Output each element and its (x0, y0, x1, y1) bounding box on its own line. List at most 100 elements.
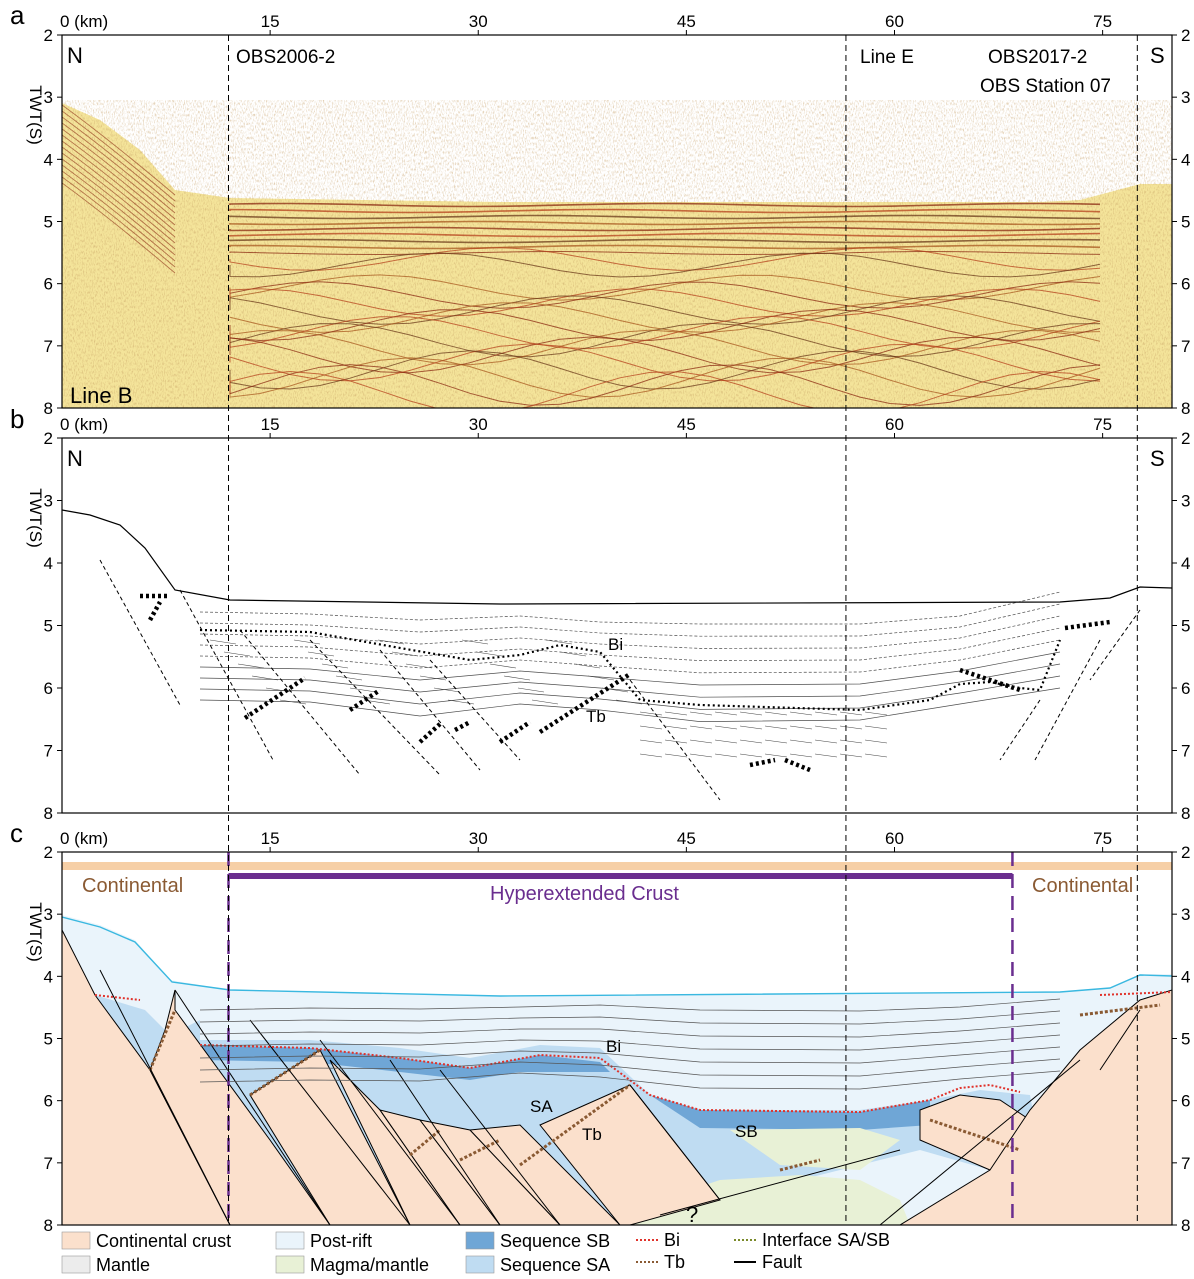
ref-label-obs2017: OBS2017-2 (988, 47, 1087, 68)
continental-left-label: Continental (82, 875, 183, 897)
x-tick-label: 45 (677, 12, 696, 31)
sediment-hatch (739, 753, 763, 758)
panel-a-letter: a (10, 0, 25, 30)
post-rift-reflector (199, 1058, 1061, 1077)
x-tick-label: 45 (677, 415, 696, 434)
seismic-reflector (229, 252, 1101, 278)
interpreted-reflector (199, 687, 1061, 722)
post-rift-reflector (199, 998, 1061, 1012)
y-tick-label-right: 4 (1181, 967, 1190, 986)
sediment-hatch (293, 639, 321, 645)
seismic-reflector (229, 214, 1101, 220)
sediment-hatch (864, 753, 888, 758)
seismic-reflector (229, 208, 1101, 214)
y-tick-label-left: 2 (44, 843, 53, 862)
y-tick-label-right: 3 (1181, 492, 1190, 511)
legend-label: Mantle (96, 1255, 150, 1275)
panel-b-faults (99, 559, 1141, 801)
seismic-reflector (229, 220, 1101, 226)
post-rift-reflector (199, 1034, 1061, 1051)
seismic-reflector (229, 308, 1101, 342)
sediment-hatch (664, 725, 688, 730)
panel-c-question-mark: ? (686, 1202, 698, 1227)
ref-label-station07: OBS Station 07 (980, 76, 1111, 97)
y-tick-label-left: 4 (44, 967, 53, 986)
seismic-reflector (229, 301, 1101, 333)
y-tick-label-left: 8 (44, 804, 53, 823)
x-tick-label: 75 (1093, 415, 1112, 434)
sediment-hatch (739, 739, 763, 744)
panel-c-tb-lines (148, 1003, 1161, 1172)
y-tick-label-right: 3 (1181, 88, 1190, 107)
hyperextended-label: Hyperextended Crust (490, 883, 679, 905)
legend-label: Fault (762, 1252, 802, 1272)
sediment-hatch (475, 651, 503, 657)
sediment-hatch (814, 739, 838, 744)
seismic-reflector (62, 116, 176, 208)
panel-c-faults (99, 969, 1141, 1225)
y-tick-label-right: 4 (1181, 150, 1190, 169)
x-tick-label: 30 (469, 415, 488, 434)
sediment-hatch (405, 663, 433, 669)
y-tick-label-left: 7 (44, 1154, 53, 1173)
y-tick-label-right: 5 (1181, 617, 1190, 636)
sediment-hatch (251, 675, 279, 681)
seismic-reflector (62, 122, 176, 214)
interpretation-lines (199, 591, 1061, 758)
sediment-hatch (419, 675, 447, 681)
sediment-hatch (689, 739, 713, 744)
legend-label: Post-rift (310, 1231, 372, 1251)
seismic-reflectors (62, 104, 1101, 408)
sediment-hatch (814, 753, 838, 758)
legend-swatch (275, 1255, 305, 1274)
sediment-hatch (639, 753, 663, 758)
panel-a-south: S (1150, 43, 1165, 68)
legend-label: Sequence SA (500, 1255, 610, 1275)
y-tick-label-left: 7 (44, 742, 53, 761)
sediment-hatch (223, 651, 251, 657)
y-tick-label-left: 4 (44, 554, 53, 573)
legend-label: Interface SA/SB (762, 1230, 890, 1250)
sediment-hatch (664, 739, 688, 744)
sediment-hatch (789, 725, 813, 730)
seismic-reflector (229, 295, 1101, 325)
panel-c-bi-south (1099, 991, 1172, 996)
sediment-hatch (689, 725, 713, 730)
interpreted-reflector (199, 675, 1061, 710)
y-tick-label-left: 7 (44, 337, 53, 356)
panel-c-bi-label: Bi (606, 1037, 621, 1056)
sediment-hatch (714, 753, 738, 758)
legend-swatch (275, 1231, 305, 1250)
x-tick-label: 15 (261, 829, 280, 848)
seismic-reflector (62, 176, 176, 268)
magma-basin-fill (730, 1128, 900, 1170)
seismic-reflector (229, 226, 1101, 232)
post-rift-reflector (199, 1070, 1061, 1090)
panel-b-bi-horizon (199, 628, 1062, 712)
y-tick-label-left: 8 (44, 399, 53, 418)
y-tick-label-left: 3 (44, 905, 53, 924)
x-tick-label: 75 (1093, 12, 1112, 31)
seismic-reflector (229, 281, 1101, 309)
legend-swatch (465, 1231, 495, 1250)
seismic-reflector (62, 128, 176, 220)
seismic-reflector (229, 247, 1101, 271)
y-tick-label-right: 7 (1181, 742, 1190, 761)
legend-label: Bi (664, 1230, 680, 1250)
seismic-reflector (229, 370, 1101, 408)
legend-swatch (61, 1231, 91, 1250)
hyperextended-bar (228, 873, 1013, 879)
panel-b-bi-label: Bi (608, 635, 623, 654)
seismic-reflector (229, 357, 1101, 398)
interpreted-reflector (199, 663, 1061, 698)
y-tick-label-right: 2 (1181, 843, 1190, 862)
sediment-hatch (839, 739, 863, 744)
sediment-hatch (814, 725, 838, 730)
y-tick-label-left: 8 (44, 1216, 53, 1235)
y-tick-label-right: 8 (1181, 804, 1190, 823)
panel-b-tb-label: Tb (586, 707, 606, 726)
interpreted-reflector (199, 603, 1061, 637)
x-tick-label: 30 (469, 12, 488, 31)
